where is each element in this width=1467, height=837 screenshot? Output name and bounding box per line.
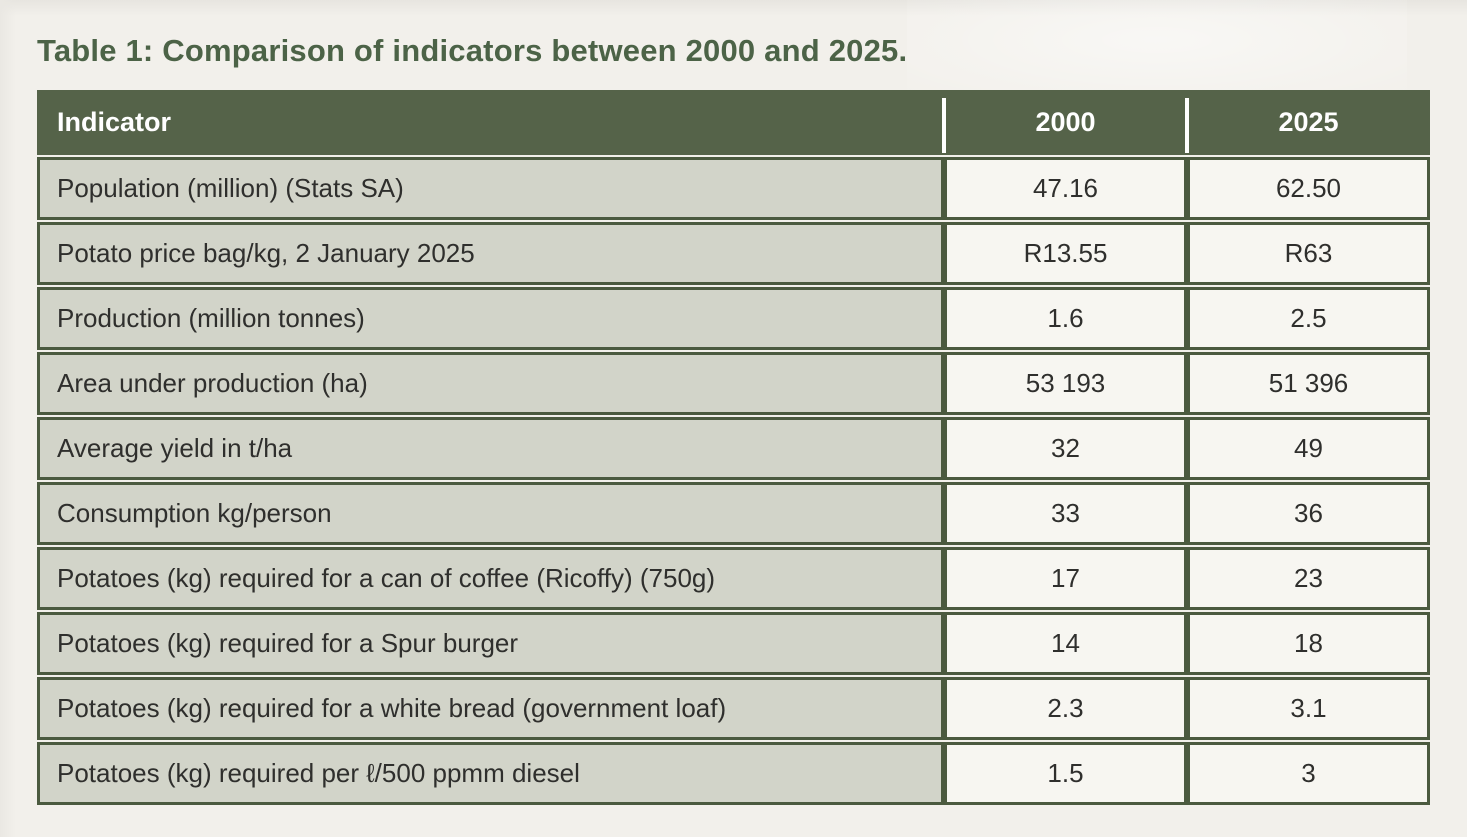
indicator-cell: Production (million tonnes): [37, 287, 944, 350]
indicator-cell: Population (million) (Stats SA): [37, 157, 944, 220]
value-2000-cell: 2.3: [944, 677, 1187, 740]
value-2025-cell: 2.5: [1187, 287, 1430, 350]
value-2000-cell: 14: [944, 612, 1187, 675]
value-2000-cell: 33: [944, 482, 1187, 545]
indicator-cell: Potatoes (kg) required per ℓ/500 ppmm di…: [37, 742, 944, 805]
value-2025-cell: 3.1: [1187, 677, 1430, 740]
table-title: Table 1: Comparison of indicators betwee…: [37, 33, 908, 68]
table-row: Potato price bag/kg, 2 January 2025 R13.…: [37, 222, 1430, 285]
value-2000-cell: 53 193: [944, 352, 1187, 415]
value-2000-cell: 32: [944, 417, 1187, 480]
indicator-cell: Potatoes (kg) required for a Spur burger: [37, 612, 944, 675]
table-row: Potatoes (kg) required for a white bread…: [37, 677, 1430, 740]
value-2025-cell: 3: [1187, 742, 1430, 805]
value-2025-cell: 62.50: [1187, 157, 1430, 220]
value-2000-cell: 47.16: [944, 157, 1187, 220]
value-2000-cell: R13.55: [944, 222, 1187, 285]
value-2025-cell: 51 396: [1187, 352, 1430, 415]
value-2025-cell: R63: [1187, 222, 1430, 285]
background-paper-texture: [907, 0, 1407, 100]
table-header-row: Indicator 2000 2025: [37, 90, 1430, 155]
value-2000-cell: 17: [944, 547, 1187, 610]
table-row: Population (million) (Stats SA) 47.16 62…: [37, 157, 1430, 220]
header-2000: 2000: [942, 90, 1187, 155]
header-indicator: Indicator: [57, 107, 172, 137]
table-row: Average yield in t/ha 32 49: [37, 417, 1430, 480]
table-row: Area under production (ha) 53 193 51 396: [37, 352, 1430, 415]
header-2025: 2025: [1185, 90, 1430, 155]
indicator-cell: Potatoes (kg) required for a can of coff…: [37, 547, 944, 610]
value-2025-cell: 36: [1187, 482, 1430, 545]
indicator-cell: Potato price bag/kg, 2 January 2025: [37, 222, 944, 285]
table-row: Potatoes (kg) required for a Spur burger…: [37, 612, 1430, 675]
comparison-table: Indicator 2000 2025 Population (million)…: [37, 90, 1430, 805]
value-2000-cell: 1.5: [944, 742, 1187, 805]
value-2025-cell: 23: [1187, 547, 1430, 610]
indicator-cell: Potatoes (kg) required for a white bread…: [37, 677, 944, 740]
background-left-shading: [0, 0, 16, 837]
table-row: Potatoes (kg) required per ℓ/500 ppmm di…: [37, 742, 1430, 805]
indicator-cell: Average yield in t/ha: [37, 417, 944, 480]
table-row: Potatoes (kg) required for a can of coff…: [37, 547, 1430, 610]
value-2025-cell: 18: [1187, 612, 1430, 675]
value-2025-cell: 49: [1187, 417, 1430, 480]
table-row: Production (million tonnes) 1.6 2.5: [37, 287, 1430, 350]
table-row: Consumption kg/person 33 36: [37, 482, 1430, 545]
indicator-cell: Area under production (ha): [37, 352, 944, 415]
indicator-cell: Consumption kg/person: [37, 482, 944, 545]
value-2000-cell: 1.6: [944, 287, 1187, 350]
